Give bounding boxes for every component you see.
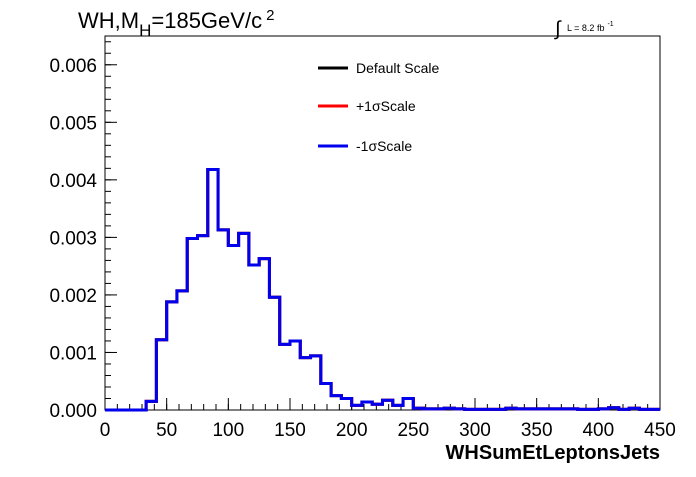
title-subscript: H — [139, 21, 151, 40]
axes: 0.000 0.001 0.002 0.003 0.004 0.005 0.006 0 50 10… — [49, 41, 676, 441]
x-tick-label: 0 — [100, 420, 111, 441]
title-main: WH,M — [78, 8, 139, 33]
x-tick-label: 250 — [397, 420, 429, 441]
y-tick-label: 0.002 — [49, 286, 97, 307]
title-rest: =185GeV/c — [151, 8, 262, 33]
y-tick-label: 0.004 — [49, 171, 97, 192]
y-tick-label: 0.000 — [49, 401, 97, 422]
legend: Default Scale +1σScale -1σScale — [318, 60, 439, 154]
chart-title: WH,MH=185GeV/c 2 — [78, 7, 274, 40]
x-tick-label: 50 — [156, 420, 177, 441]
y-tick-label: 0.006 — [49, 56, 97, 77]
histogram-series-line — [105, 167, 660, 412]
x-tick-label: 350 — [521, 420, 553, 441]
x-axis-label: WHSumEtLeptonsJets — [446, 442, 660, 464]
legend-label: +1σScale — [356, 98, 416, 114]
series-group — [105, 167, 660, 412]
lumi-label: L = 8.2 fb -1 — [567, 21, 614, 33]
x-tick-label: 400 — [582, 420, 614, 441]
legend-label: Default Scale — [356, 60, 439, 76]
x-tick-label: 100 — [212, 420, 244, 441]
y-tick-label: 0.003 — [49, 228, 97, 249]
x-tick-label: 200 — [336, 420, 368, 441]
x-tick-label: 150 — [274, 420, 306, 441]
plot-frame — [104, 35, 661, 411]
x-tick-label: 300 — [459, 420, 491, 441]
x-tick-label: 450 — [644, 420, 676, 441]
title-superscript: 2 — [266, 7, 274, 24]
lumi-integral: ∫ — [554, 18, 562, 40]
legend-label: -1σScale — [356, 138, 412, 154]
y-tick-label: 0.005 — [49, 113, 97, 134]
y-tick-label: 0.001 — [49, 343, 97, 364]
